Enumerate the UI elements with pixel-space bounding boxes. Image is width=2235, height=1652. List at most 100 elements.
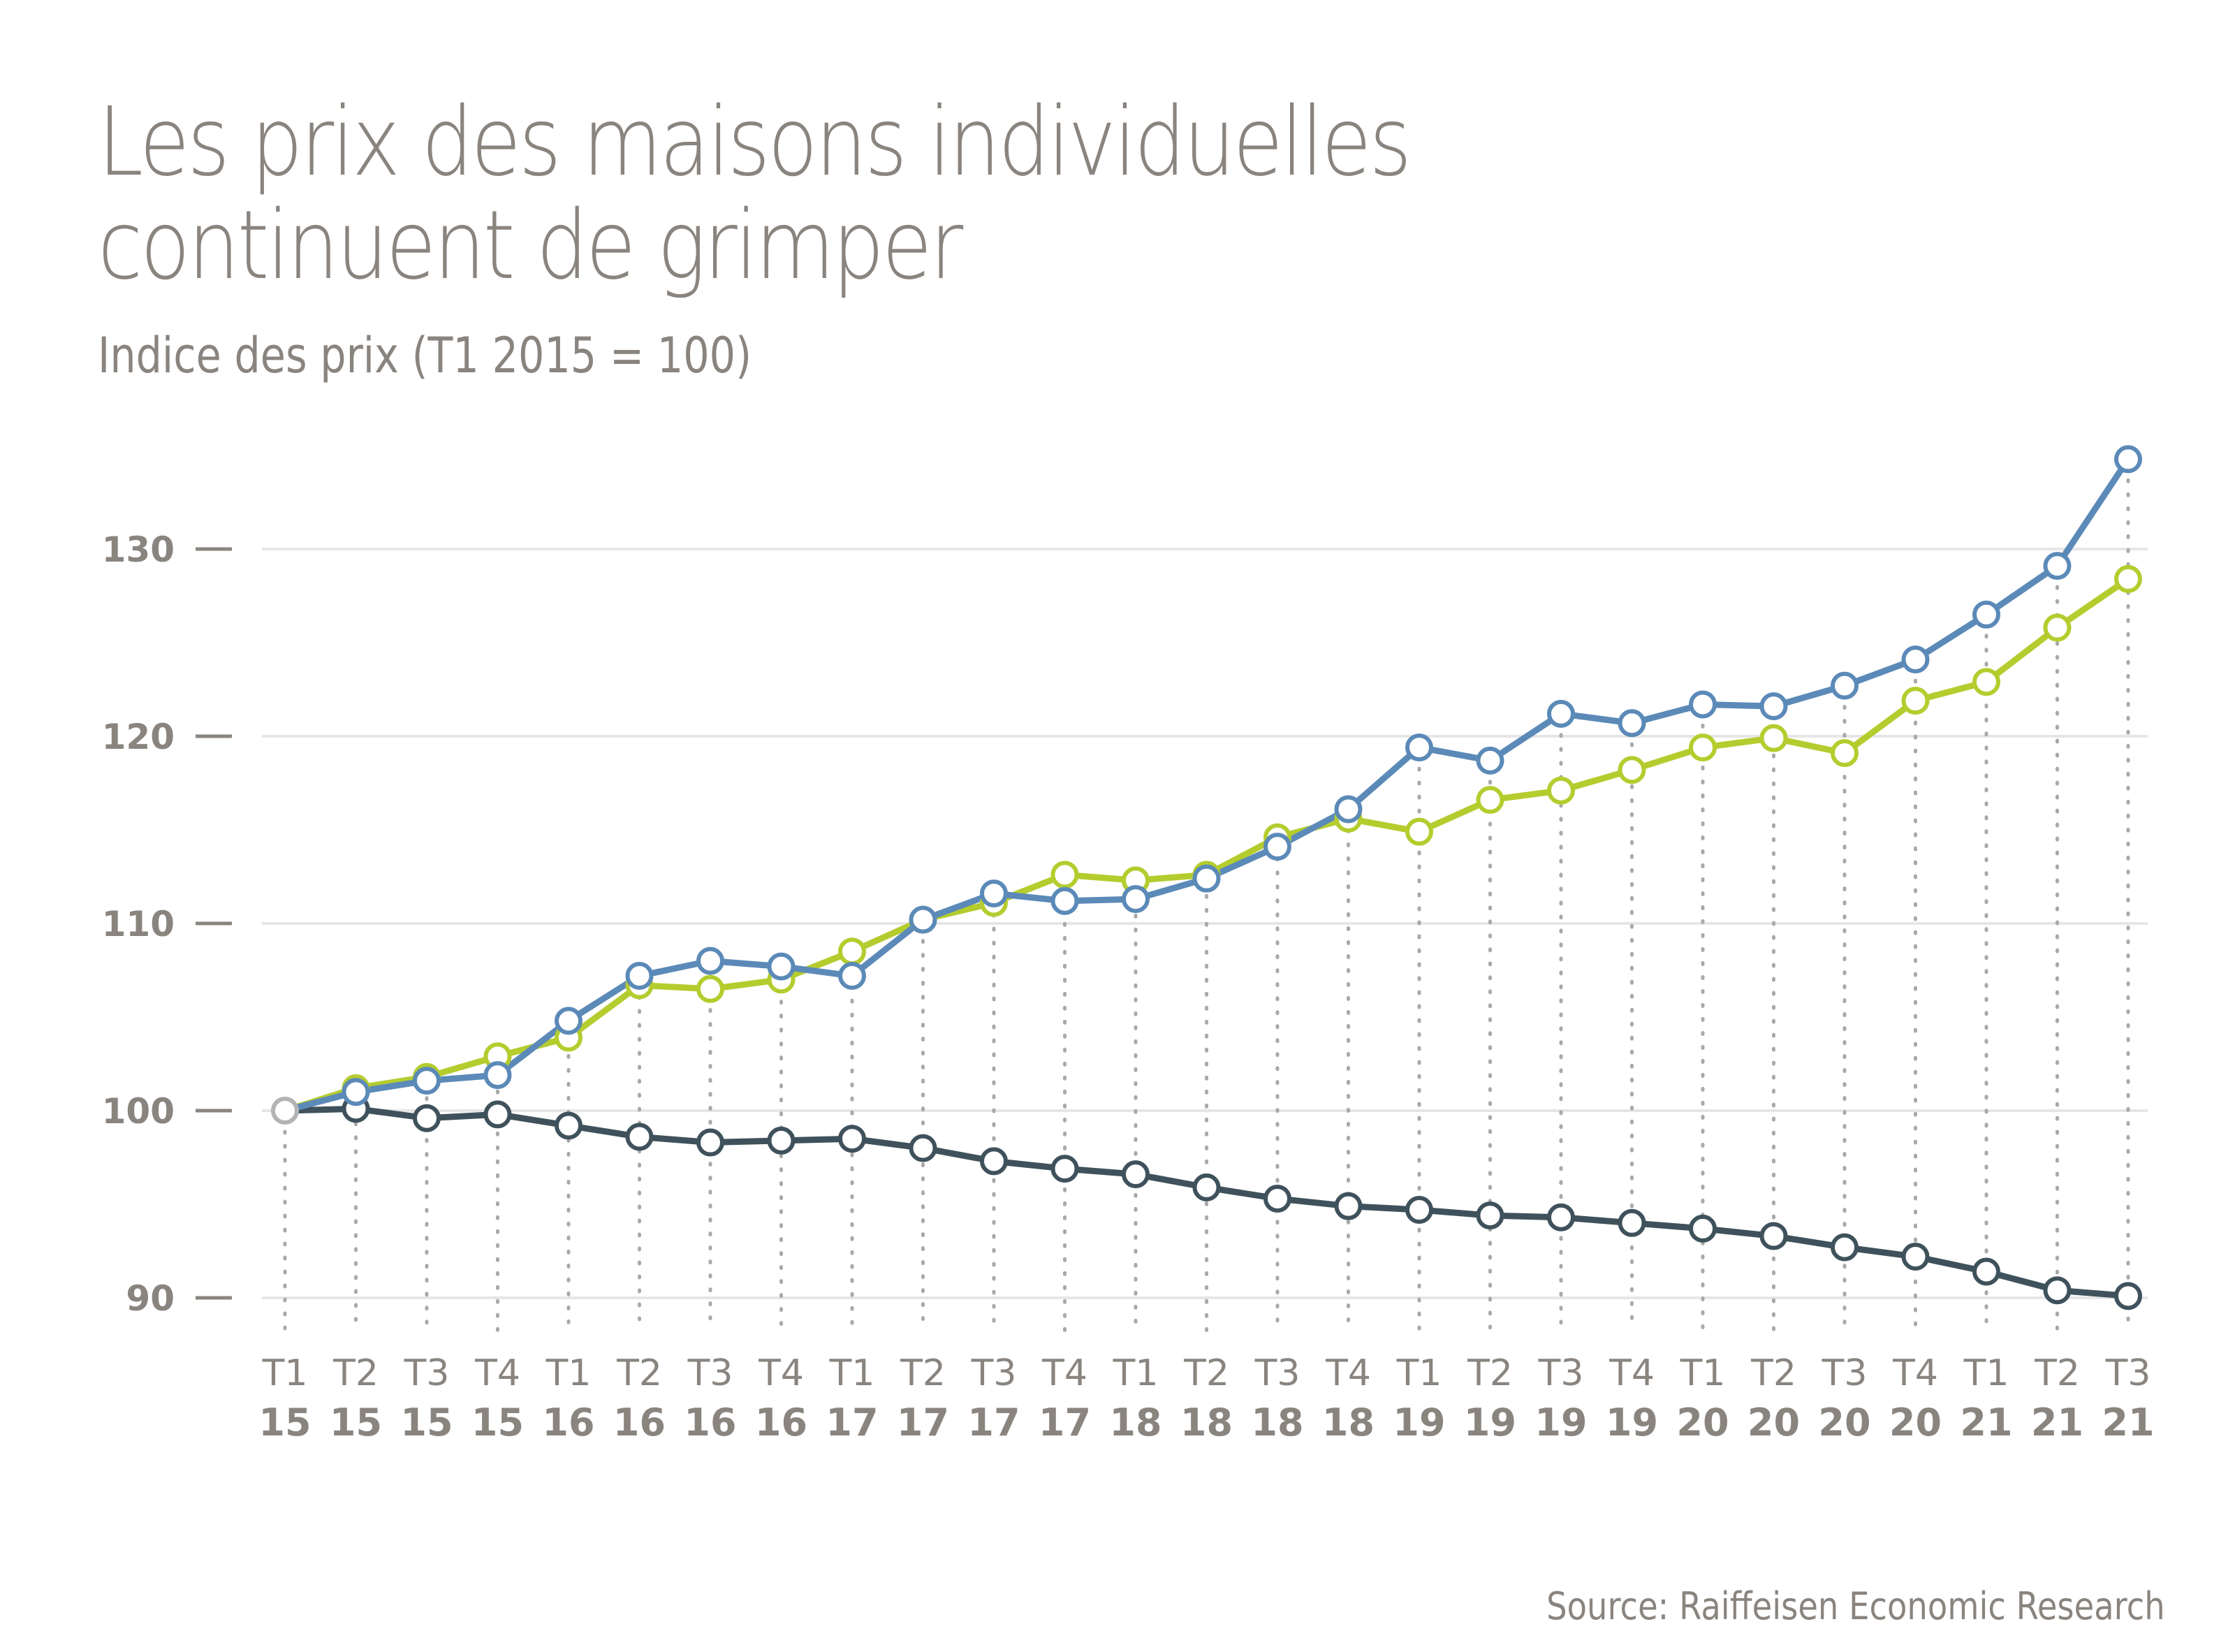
- data-point-dark: [1547, 1203, 1575, 1231]
- data-point-green: [1831, 739, 1859, 768]
- x-tick-label-year: 17: [1039, 1401, 1091, 1445]
- x-tick-label-quarter: T1: [1396, 1352, 1442, 1394]
- x-tick-label-year: 20: [1818, 1401, 1870, 1445]
- x-tick-label-year: 18: [1251, 1401, 1303, 1445]
- data-point-dark: [2114, 1282, 2142, 1310]
- series-points: [271, 445, 2142, 1310]
- y-tick-label: 130: [102, 529, 175, 570]
- x-tick-label-quarter: T3: [2105, 1352, 2151, 1394]
- data-point-blue: [838, 962, 866, 991]
- data-point-green: [1405, 817, 1433, 846]
- x-tick-label-year: 16: [684, 1401, 736, 1445]
- data-point-green: [1901, 687, 1930, 715]
- x-tick-label-quarter: T1: [1963, 1352, 2009, 1394]
- data-point-dark: [1759, 1222, 1788, 1250]
- x-tick-label-quarter: T4: [758, 1352, 804, 1394]
- data-point-dark: [413, 1104, 441, 1132]
- data-point-dark: [696, 1128, 724, 1157]
- data-point-blue: [1263, 833, 1291, 861]
- x-tick-label-year: 16: [755, 1401, 807, 1445]
- data-point-dark: [1050, 1155, 1079, 1183]
- y-tick-label: 100: [102, 1091, 175, 1132]
- x-tick-label-year: 17: [897, 1401, 949, 1445]
- gridlines: [262, 548, 2148, 1299]
- x-tick-label-quarter: T4: [1041, 1352, 1087, 1394]
- chart-title-line-2: continuent de grimper: [98, 191, 963, 301]
- data-point-blue: [413, 1067, 441, 1095]
- data-point-green: [1972, 668, 2000, 696]
- data-point-green: [1689, 733, 1717, 762]
- x-tick-label-quarter: T2: [1467, 1352, 1513, 1394]
- data-point-dark: [909, 1134, 937, 1162]
- x-tick-label-year: 20: [1676, 1401, 1729, 1445]
- data-point-blue: [1689, 690, 1717, 719]
- data-point-dark: [1689, 1214, 1717, 1243]
- y-tick-label: 110: [102, 904, 175, 944]
- data-point-green: [1050, 861, 1079, 889]
- y-tick-label: 120: [102, 717, 175, 757]
- data-point-origin: [271, 1097, 299, 1125]
- data-point-blue: [1901, 645, 1930, 674]
- data-point-dark: [1334, 1192, 1363, 1220]
- data-point-blue: [1831, 671, 1859, 700]
- data-point-dark: [2043, 1276, 2072, 1305]
- data-point-green: [1547, 776, 1575, 805]
- data-point-dark: [1476, 1201, 1504, 1230]
- x-tick-label-year: 21: [2031, 1401, 2083, 1445]
- x-tick-label-quarter: T1: [262, 1352, 308, 1394]
- data-point-green: [1618, 756, 1646, 784]
- x-tick-label-quarter: T3: [1822, 1352, 1868, 1394]
- x-tick-label-quarter: T2: [332, 1352, 379, 1394]
- x-tick-label-quarter: T3: [1538, 1352, 1584, 1394]
- data-point-blue: [483, 1061, 512, 1090]
- x-tick-label-quarter: T4: [474, 1352, 520, 1394]
- x-tick-label-year: 17: [826, 1401, 878, 1445]
- data-point-blue: [555, 1007, 582, 1035]
- x-tick-label-year: 15: [330, 1401, 382, 1445]
- data-point-blue: [1192, 864, 1221, 893]
- data-point-dark: [1972, 1257, 2000, 1286]
- x-tick-label-quarter: T1: [1680, 1352, 1726, 1394]
- y-tick-label: 90: [126, 1278, 175, 1319]
- data-point-dark: [1263, 1184, 1291, 1213]
- x-tick-label-quarter: T2: [616, 1352, 662, 1394]
- source-note: Source: Raiffeisen Economic Research: [1546, 1584, 2165, 1628]
- data-point-blue: [909, 905, 937, 934]
- x-tick-label-quarter: T1: [545, 1352, 592, 1394]
- x-tick-label-year: 20: [1889, 1401, 1942, 1445]
- x-tick-label-year: 19: [1534, 1401, 1587, 1445]
- data-point-blue: [1050, 886, 1079, 915]
- data-point-dark: [1122, 1160, 1150, 1189]
- x-tick-label-quarter: T3: [1254, 1352, 1300, 1394]
- x-tick-label-quarter: T2: [1183, 1352, 1229, 1394]
- x-tick-label-quarter: T1: [829, 1352, 875, 1394]
- data-point-blue: [1334, 795, 1363, 824]
- data-point-blue: [1618, 709, 1646, 738]
- chart-title-line-1: Les prix des maisons individuelles: [98, 87, 1412, 198]
- data-point-dark: [1618, 1208, 1646, 1237]
- x-axis: T1 15 T2 15 T3 15 T4 15 T1 16 T2 16 T3 16 T4 16 T1 17 T2 17…: [258, 1352, 2154, 1445]
- data-point-blue: [2043, 552, 2072, 580]
- data-point-green: [696, 974, 724, 1003]
- data-point-blue: [1476, 746, 1504, 775]
- x-tick-label-year: 16: [542, 1401, 594, 1445]
- x-tick-label-year: 19: [1464, 1401, 1516, 1445]
- x-tick-label-quarter: T1: [1113, 1352, 1159, 1394]
- x-tick-label-year: 18: [1180, 1401, 1233, 1445]
- chart-subtitle: Indice des prix (T1 2015 = 100): [98, 327, 752, 384]
- x-tick-label-quarter: T3: [971, 1352, 1017, 1394]
- x-tick-label-year: 19: [1393, 1401, 1445, 1445]
- x-tick-label-year: 16: [613, 1401, 666, 1445]
- x-tick-label-year: 15: [400, 1401, 453, 1445]
- data-point-green: [838, 937, 866, 966]
- data-point-blue: [767, 952, 796, 981]
- data-point-dark: [1831, 1233, 1859, 1262]
- x-tick-label-quarter: T3: [687, 1352, 733, 1394]
- chart-title: Les prix des maisons individuelles conti…: [98, 87, 1412, 301]
- x-tick-label-year: 15: [471, 1401, 524, 1445]
- data-point-dark: [1192, 1173, 1221, 1201]
- x-tick-label-quarter: T4: [1325, 1352, 1371, 1394]
- x-dotted-guides: [283, 478, 2130, 1333]
- data-point-dark: [1405, 1196, 1433, 1225]
